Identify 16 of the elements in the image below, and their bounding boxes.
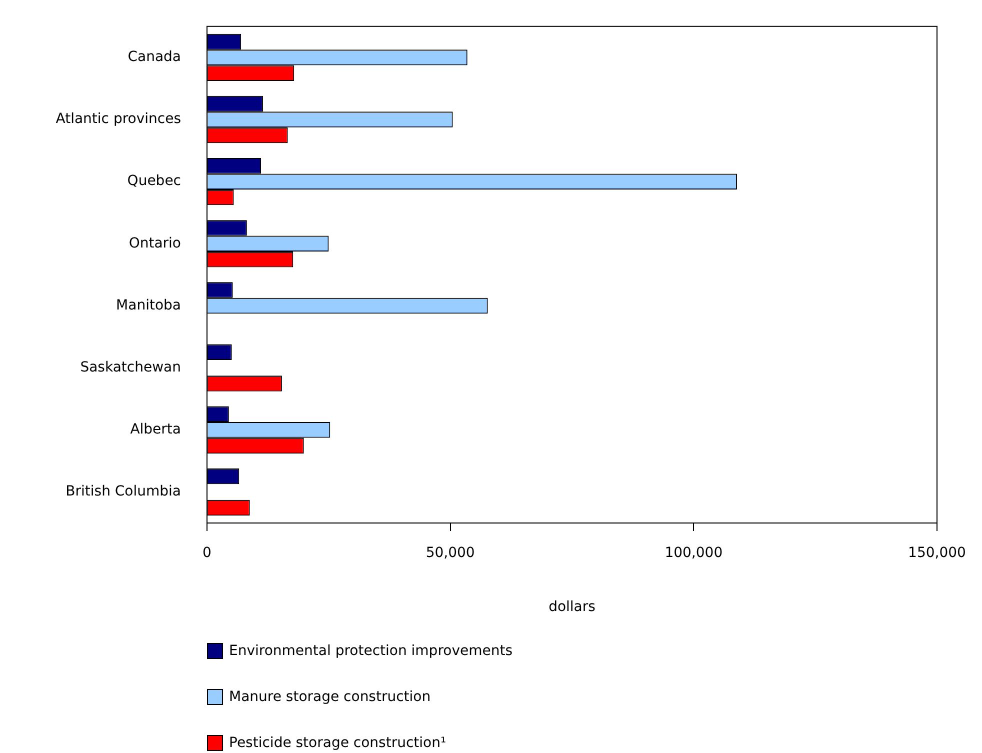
y-tick-label: Canada — [128, 49, 181, 66]
y-tick-label: Quebec — [127, 173, 181, 190]
x-tick-label: 0 — [202, 545, 212, 562]
legend-label: Pesticide storage construction¹ — [229, 735, 446, 751]
y-tick-label: Manitoba — [116, 297, 181, 314]
y-tick-label: Alberta — [130, 422, 181, 438]
y-tick-label: Saskatchewan — [80, 359, 181, 376]
legend-label: Environmental protection improvements — [229, 643, 513, 659]
y-tick-label: Atlantic provinces — [56, 111, 181, 128]
x-tick-label: 50,000 — [426, 545, 475, 562]
y-tick-label: Ontario — [128, 235, 181, 252]
y-tick-label: British Columbia — [66, 484, 181, 500]
legend-label: Manure storage construction — [229, 689, 431, 705]
x-tick-label: 150,000 — [908, 545, 966, 562]
x-tick-label: 100,000 — [664, 545, 723, 562]
x-axis-title: dollars — [548, 599, 596, 616]
